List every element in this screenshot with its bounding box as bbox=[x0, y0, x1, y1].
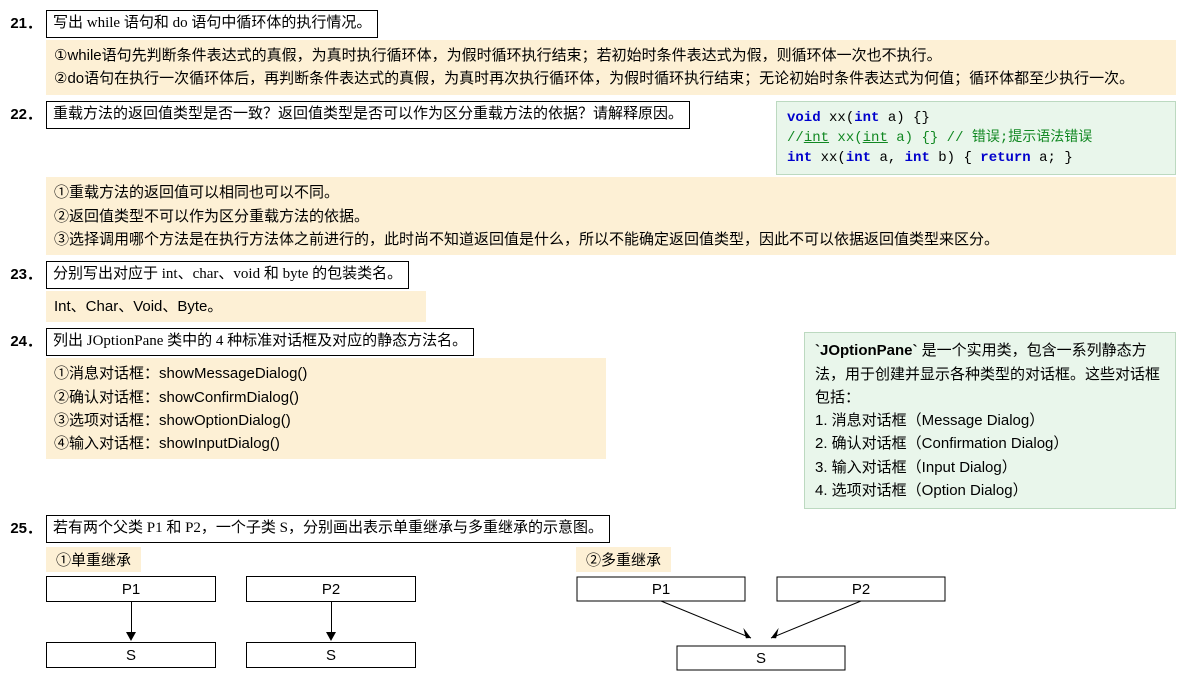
q23-text: 分别写出对应于 int、char、void 和 byte 的包装类名。 bbox=[46, 261, 409, 289]
multi-p2-label: P2 bbox=[852, 581, 870, 598]
q24-info-code: `JOptionPane` bbox=[815, 342, 918, 359]
q24-info: `JOptionPane` 是一个实用类，包含一系列静态方法，用于创建并显示各种… bbox=[804, 332, 1176, 509]
q25-diagrams: ①单重继承 P1 S P2 S ②多重继承 P1 P2 S bbox=[46, 547, 1176, 672]
q23: 23． 分别写出对应于 int、char、void 和 byte 的包装类名。 bbox=[8, 261, 1176, 289]
multi-p1-label: P1 bbox=[652, 581, 670, 598]
q22-code: void xx(int a) {} //int xx(int a) {} // … bbox=[776, 101, 1176, 176]
q25-text: 若有两个父类 P1 和 P2，一个子类 S，分别画出表示单重继承与多重继承的示意… bbox=[46, 515, 610, 543]
q22-text: 重载方法的返回值类型是否一致？返回值类型是否可以作为区分重载方法的依据？请解释原… bbox=[46, 101, 690, 129]
q25-label-multi: ②多重继承 bbox=[576, 547, 671, 572]
single-s-box-2: S bbox=[246, 642, 416, 668]
q21-answer: ①while语句先判断条件表达式的真假，为真时执行循环体，为假时循环执行结束；若… bbox=[46, 40, 1176, 95]
q22-ans-line3: ③选择调用哪个方法是在执行方法体之前进行的，此时尚不知道返回值是什么，所以不能确… bbox=[54, 228, 1168, 251]
q21-ans-line1: ①while语句先判断条件表达式的真假，为真时执行循环体，为假时循环执行结束；若… bbox=[54, 44, 1168, 67]
q22-answer: ①重载方法的返回值可以相同也可以不同。 ②返回值类型不可以作为区分重载方法的依据… bbox=[46, 177, 1176, 255]
q25-num: 25． bbox=[8, 515, 46, 538]
q24-num: 24． bbox=[8, 328, 46, 351]
q25: 25． 若有两个父类 P1 和 P2，一个子类 S，分别画出表示单重继承与多重继… bbox=[8, 515, 1176, 543]
q22-num: 22． bbox=[8, 101, 46, 124]
q24-ans-line1: ①消息对话框：showMessageDialog() bbox=[54, 362, 598, 385]
single-p1-box: P1 bbox=[46, 576, 216, 602]
arrow-down-icon bbox=[126, 602, 136, 642]
q23-answer: Int、Char、Void、Byte。 bbox=[46, 291, 426, 322]
q24-ans-line4: ④输入对话框：showInputDialog() bbox=[54, 432, 598, 455]
q24-ans-line2: ②确认对话框：showConfirmDialog() bbox=[54, 386, 598, 409]
q22-ans-line2: ②返回值类型不可以作为区分重载方法的依据。 bbox=[54, 205, 1168, 228]
q22-ans-line1: ①重载方法的返回值可以相同也可以不同。 bbox=[54, 181, 1168, 204]
q21-text: 写出 while 语句和 do 语句中循环体的执行情况。 bbox=[46, 10, 378, 38]
q21: 21． 写出 while 语句和 do 语句中循环体的执行情况。 bbox=[8, 10, 1176, 38]
q22-block: 22． 重载方法的返回值类型是否一致？返回值类型是否可以作为区分重载方法的依据？… bbox=[8, 101, 1176, 176]
q23-num: 23． bbox=[8, 261, 46, 284]
q25-label-single: ①单重继承 bbox=[46, 547, 141, 572]
q21-ans-line2: ②do语句在执行一次循环体后，再判断条件表达式的真假，为真时再次执行循环体，为假… bbox=[54, 67, 1168, 90]
multi-s-label: S bbox=[756, 650, 766, 667]
q24-ans-line3: ③选项对话框：showOptionDialog() bbox=[54, 409, 598, 432]
q24-text: 列出 JOptionPane 类中的 4 种标准对话框及对应的静态方法名。 bbox=[46, 328, 474, 356]
single-p2-box: P2 bbox=[246, 576, 416, 602]
q24-block: 24． 列出 JOptionPane 类中的 4 种标准对话框及对应的静态方法名… bbox=[8, 328, 1176, 509]
q21-num: 21． bbox=[8, 10, 46, 33]
multi-inherit-diagram: P1 P2 S bbox=[576, 576, 946, 672]
arrow-down-icon bbox=[326, 602, 336, 642]
q24-answer: ①消息对话框：showMessageDialog() ②确认对话框：showCo… bbox=[46, 358, 606, 459]
single-s-box-1: S bbox=[46, 642, 216, 668]
